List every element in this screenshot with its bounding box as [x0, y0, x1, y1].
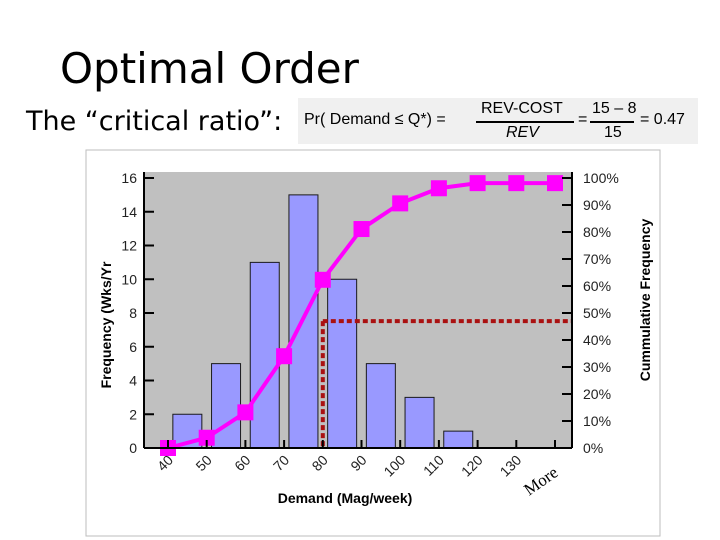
formula-denominator-1: REV	[506, 124, 539, 141]
cumulative-point	[314, 271, 331, 288]
y-tick-label: 4	[129, 373, 137, 389]
x-axis-label: Demand (Mag/week)	[278, 490, 413, 506]
formula-numerator-1: REV-COST	[481, 100, 563, 117]
y2-tick-label: 100%	[583, 170, 619, 186]
formula-denominator-2: 15	[604, 124, 622, 141]
frequency-bar	[327, 278, 358, 449]
cumulative-point	[469, 175, 486, 192]
formula-result: = 0.47	[640, 111, 685, 128]
y2-tick-label: 70%	[583, 251, 611, 267]
y-tick-label: 2	[129, 406, 137, 422]
y-tick-label: 12	[121, 238, 137, 254]
y2-tick-label: 20%	[583, 386, 611, 402]
critical-ratio-label: The “critical ratio”:	[26, 106, 283, 137]
formula-lhs: Pr( Demand ≤ Q*) =	[304, 111, 446, 128]
cumulative-point	[508, 175, 525, 192]
y-tick-label: 16	[121, 170, 137, 186]
labels-layer: 0 2 4 6 8 10 12 14 16 0% 10% 20% 30% 40% 50% 60% 70% 80% 9…	[98, 170, 653, 506]
y-tick-label: 10	[121, 271, 137, 287]
y-tick-label: 14	[121, 204, 137, 220]
fraction-bar-2	[590, 121, 634, 123]
axes-layer	[143, 172, 573, 449]
y2-tick-label: 80%	[583, 224, 611, 240]
cumulative-point	[430, 180, 447, 197]
fraction-bar-1	[476, 121, 574, 123]
y2-tick-label: 10%	[583, 413, 611, 429]
y2-axis-label: Cummulative Frequency	[637, 218, 653, 381]
cumulative-point	[198, 429, 215, 446]
cumulative-point	[392, 195, 409, 212]
frequency-bar	[404, 396, 435, 449]
plot-area	[144, 172, 572, 448]
y2-tick-label: 0%	[583, 440, 603, 456]
frequency-bar	[365, 363, 396, 449]
y2-tick-label: 90%	[583, 197, 611, 213]
y-tick-label: 8	[129, 305, 137, 321]
y-tick-label: 6	[129, 339, 137, 355]
formula-numerator-2: 15 – 8	[592, 100, 637, 117]
cumulative-point	[547, 175, 563, 192]
y-axis-label: Frequency (Wks/Yr	[98, 261, 114, 388]
frequency-bar	[211, 363, 242, 449]
frequency-bar	[443, 430, 474, 449]
cumulative-point	[353, 221, 370, 238]
y2-tick-label: 60%	[583, 278, 611, 294]
y-tick-label: 0	[129, 440, 137, 456]
critical-ratio-formula: Pr( Demand ≤ Q*) = REV-COST REV = 15 – 8…	[298, 98, 698, 144]
y2-tick-label: 40%	[583, 332, 611, 348]
frequency-bar	[249, 261, 280, 449]
y2-tick-label: 50%	[583, 305, 611, 321]
formula-equals-2: =	[578, 111, 588, 128]
cumulative-point	[276, 348, 293, 365]
cumulative-line-layer	[160, 175, 563, 456]
reference-lines	[320, 319, 572, 448]
slide-title: Optimal Order	[60, 44, 359, 93]
y2-tick-label: 30%	[583, 359, 611, 375]
cumulative-point	[237, 404, 254, 421]
